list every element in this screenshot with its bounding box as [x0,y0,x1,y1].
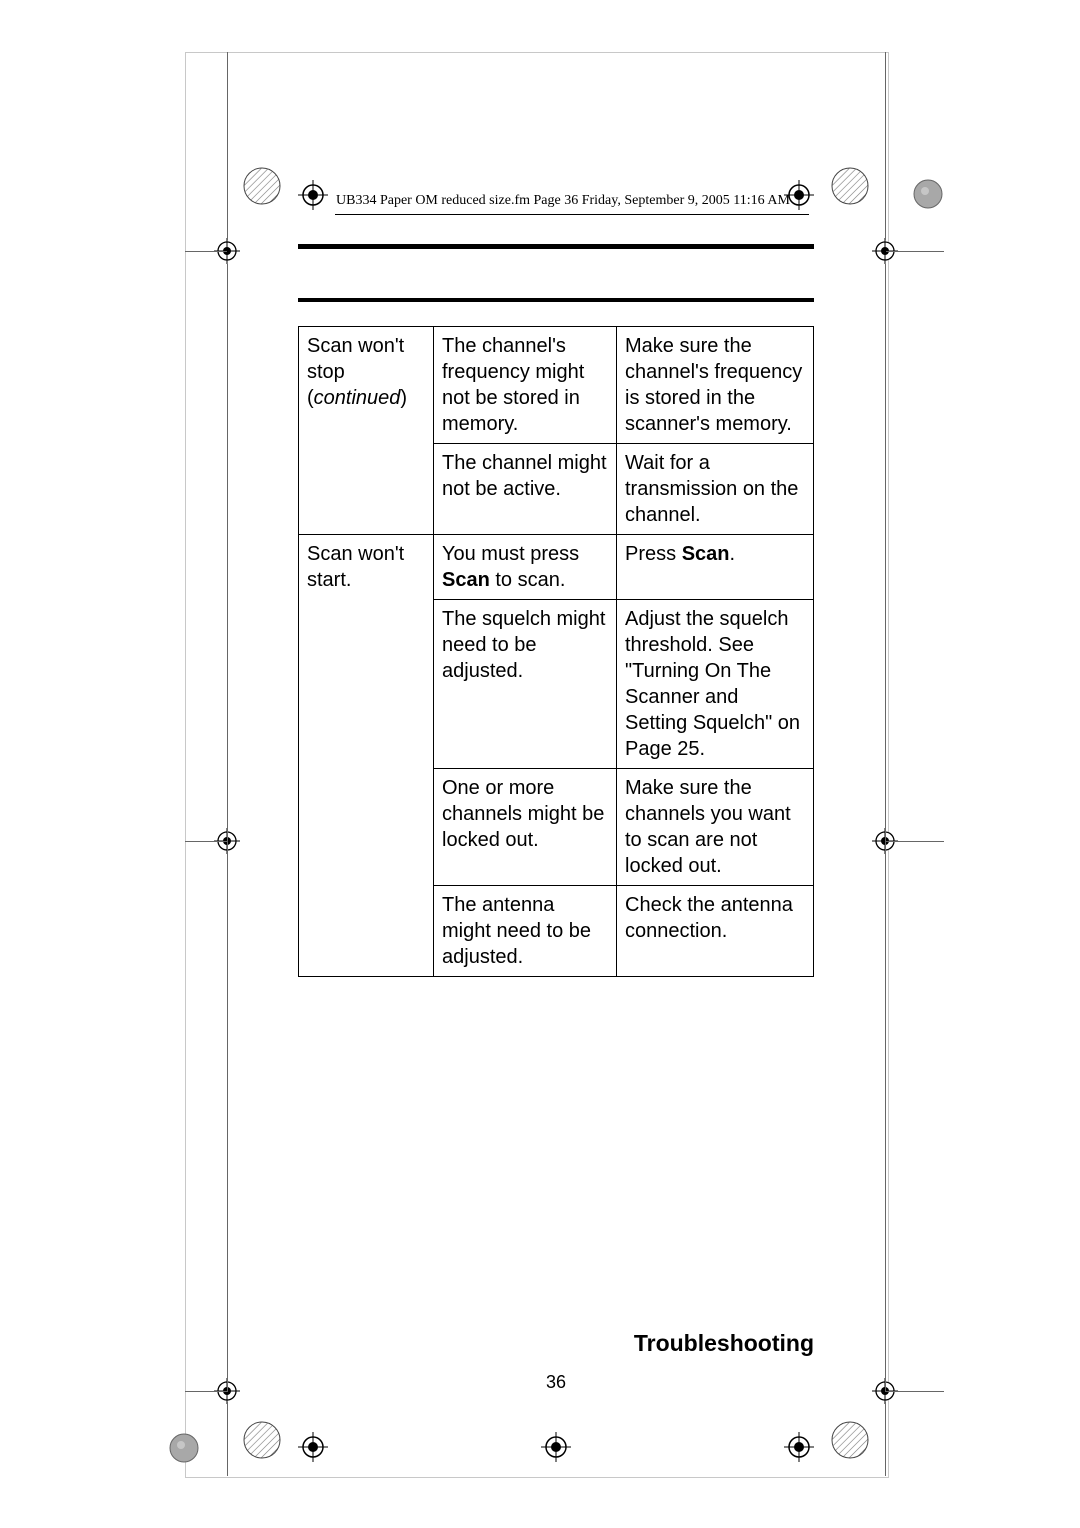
guide-line [886,841,944,842]
guide-line [886,1391,944,1392]
rule-top-2 [298,298,814,302]
guide-line [885,1402,886,1476]
cause-cell: The antenna might need to be adjusted. [434,886,617,977]
guide-line [185,251,227,252]
gray-dot-icon [912,178,944,210]
guide-line [185,841,227,842]
page-number: 36 [298,1372,814,1393]
solution-cell: Press Scan. [617,535,814,600]
solution-cell: Check the antenna connection. [617,886,814,977]
running-header: UB334 Paper OM reduced size.fm Page 36 F… [336,193,790,209]
solution-cell: Make sure the channels you want to scan … [617,769,814,886]
cause-cell: The squelch might need to be adjusted. [434,600,617,769]
problem-cell: Scan won't stop (continued) [299,327,434,535]
table-row: Scan won't stop (continued) The channel'… [299,327,814,444]
troubleshooting-table: Scan won't stop (continued) The channel'… [298,326,814,977]
guide-line [885,52,886,240]
problem-cell: Scan won't start. [299,535,434,977]
guide-line [886,251,944,252]
cause-cell: You must press Scan to scan. [434,535,617,600]
cause-cell: The channel's frequency might not be sto… [434,327,617,444]
solution-cell: Make sure the channel's frequency is sto… [617,327,814,444]
problem-note: continued [314,387,401,409]
rule-top-1 [298,244,814,249]
cause-cell: The channel might not be active. [434,444,617,535]
guide-line [227,264,228,1392]
solution-cell: Adjust the squelch threshold. See "Turni… [617,600,814,769]
solution-cell: Wait for a transmission on the channel. [617,444,814,535]
cause-cell: One or more channels might be locked out… [434,769,617,886]
guide-line [185,1391,227,1392]
header-underline [335,214,809,215]
table-row: Scan won't start. You must press Scan to… [299,535,814,600]
guide-line [227,52,228,240]
guide-line [885,264,886,1392]
guide-line [227,1402,228,1476]
section-title: Troubleshooting [298,1330,814,1357]
problem-text: Scan won't stop [307,335,404,383]
